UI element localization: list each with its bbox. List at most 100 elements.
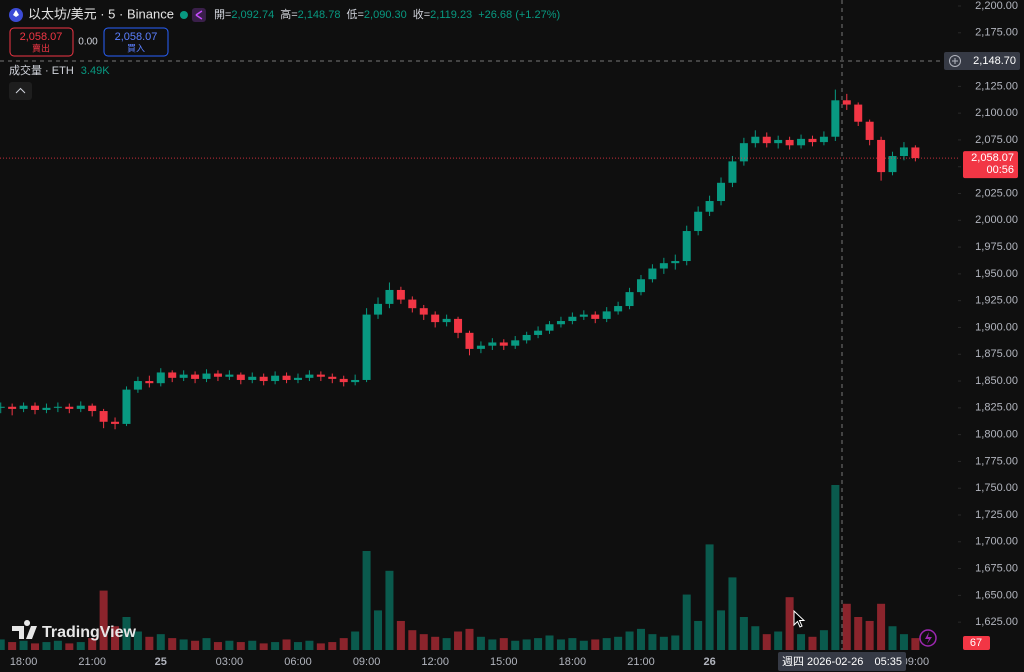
x-tick-label: 18:00 — [559, 656, 587, 668]
volume-bar — [522, 639, 531, 650]
volume-bar — [65, 643, 74, 650]
candle-body — [156, 372, 165, 384]
volume-bar — [248, 640, 257, 650]
volume-bar — [179, 639, 188, 650]
plot-area — [0, 89, 920, 650]
volume-bar — [534, 638, 543, 650]
candle-body — [42, 407, 51, 410]
volume-bar — [602, 638, 611, 650]
stat-value: 2,090.30 — [364, 9, 407, 21]
y-tick-label: 2,200.00 — [975, 0, 1018, 12]
sell-button[interactable] — [9, 27, 74, 57]
y-tick-label: 1,750.00 — [975, 482, 1018, 494]
candle-body — [717, 182, 726, 202]
candle-body — [179, 374, 188, 378]
volume-bar — [797, 634, 806, 650]
candle-body — [671, 261, 680, 264]
candle-body — [625, 292, 634, 307]
volume-bar — [8, 642, 17, 650]
crosshair-price: 2,148.70 — [973, 55, 1016, 67]
sell-price: 2,058.07 — [20, 31, 63, 43]
volume-bar — [545, 635, 554, 650]
y-tick-label: 1,800.00 — [975, 429, 1018, 441]
candle-body — [168, 372, 177, 378]
candle-body — [305, 374, 314, 378]
price-tag — [963, 151, 1018, 179]
candle-body — [797, 138, 806, 146]
stat-value: 2,119.23 — [430, 9, 472, 21]
candle-body — [899, 147, 908, 157]
volume-bar — [362, 551, 371, 650]
x-tick-label: 15:00 — [490, 656, 518, 668]
collapse-button[interactable] — [9, 82, 32, 100]
volume-bar — [316, 643, 325, 650]
y-tick-label: 2,075.00 — [975, 134, 1018, 146]
volume-bar — [499, 638, 508, 650]
volume-bar — [579, 640, 588, 650]
spread: 0.00 — [78, 37, 98, 48]
volume-bar — [99, 590, 108, 650]
volume-bar — [31, 643, 40, 650]
add-alert-icon — [949, 54, 961, 67]
volume-bar — [328, 642, 337, 650]
volume-bar — [877, 603, 886, 650]
volume-bar — [42, 642, 51, 650]
candle-body — [271, 375, 280, 382]
volume-bar — [568, 638, 577, 650]
candle-body — [465, 332, 474, 349]
candle-body — [213, 373, 222, 377]
candle-body — [374, 303, 383, 315]
volume-bar — [271, 642, 280, 650]
y-tick-label: 1,775.00 — [975, 455, 1018, 467]
collapse-icon — [15, 87, 26, 94]
volume-bar — [671, 635, 680, 650]
x-tick-label: 09:00 — [902, 656, 930, 668]
candle-body — [385, 289, 394, 304]
candle-body — [545, 324, 554, 331]
lightning-button[interactable] — [919, 629, 937, 647]
buy-button[interactable] — [103, 27, 169, 57]
volume-bar — [259, 643, 268, 650]
stat-label: 低= — [346, 8, 363, 21]
volume-bar — [774, 631, 783, 650]
volume-bar — [465, 628, 474, 650]
x-tick-label: 06:00 — [284, 656, 312, 668]
lightning-icon — [925, 632, 932, 644]
candle-body — [293, 377, 302, 380]
countdown: 00:56 — [986, 164, 1014, 176]
volume-bar — [899, 634, 908, 650]
candle-body — [396, 289, 405, 300]
indicator-icon[interactable] — [191, 8, 206, 22]
candle-body — [762, 136, 771, 144]
volume-bar — [88, 638, 97, 650]
candle-body — [236, 374, 245, 380]
volume-bar — [133, 631, 142, 650]
volume-legend-value: 3.49K — [81, 65, 110, 77]
volume-bar — [888, 626, 897, 650]
price-tag-value: 2,058.07 — [971, 152, 1014, 164]
volume-bar — [202, 638, 211, 650]
volume-bar — [419, 634, 428, 650]
candle-body — [614, 306, 623, 312]
change: +26.68 (+1.27%) — [478, 9, 560, 21]
volume-bar — [739, 617, 748, 650]
candle-body — [111, 421, 120, 424]
coin-icon-glyph — [13, 10, 19, 17]
candle-body — [145, 381, 154, 384]
volume-bar — [0, 639, 5, 650]
candle-body — [705, 201, 714, 212]
volume-bar — [19, 640, 28, 650]
x-tick-label: 25 — [155, 656, 167, 668]
candle-body — [339, 378, 348, 383]
y-tick-label: 1,700.00 — [975, 536, 1018, 548]
chart-title: 以太坊/美元 · 5 · Binance — [28, 6, 174, 21]
y-tick-label: 1,725.00 — [975, 509, 1018, 521]
candle-body — [751, 136, 760, 144]
volume-bar — [76, 642, 85, 650]
candle-body — [76, 405, 85, 409]
volume-bar — [511, 640, 520, 650]
y-tick-label: 1,900.00 — [975, 321, 1018, 333]
x-tick-label: 18:00 — [10, 656, 38, 668]
candle-body — [877, 139, 886, 173]
